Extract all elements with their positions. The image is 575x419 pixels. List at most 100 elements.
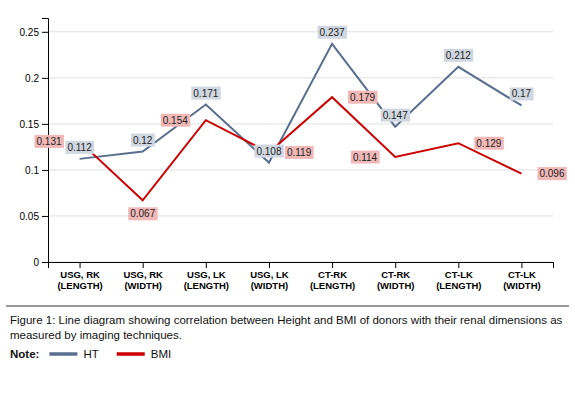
data-label-group: 0.067 <box>128 207 157 220</box>
y-tick-label: 0.15 <box>20 119 40 130</box>
data-label-group: 0.096 <box>537 167 566 180</box>
y-tick-mark <box>42 262 48 263</box>
y-tick: 0.15 <box>20 119 48 130</box>
legend: Note: HT BMI <box>10 348 171 360</box>
data-label: 0.129 <box>476 138 501 149</box>
grid <box>48 32 553 262</box>
data-label-group: 0.171 <box>191 87 220 100</box>
data-label: 0.171 <box>193 88 218 99</box>
data-label: 0.096 <box>539 168 564 179</box>
x-axis-line <box>49 263 554 269</box>
x-tick-label-line: CT-RK <box>318 269 347 280</box>
title-line: Figure 1: Line diagram showing correlati… <box>10 314 563 326</box>
data-label-bg <box>65 141 94 154</box>
y-tick-label: 0.2 <box>25 73 39 84</box>
x-tick-label-line: CT-LK <box>508 269 536 280</box>
x-tick-label-line: (WIDTH) <box>503 280 540 291</box>
x-tick: CT-RK(LENGTH) <box>310 262 355 291</box>
data-label-bg <box>254 145 283 158</box>
data-label-bg <box>537 167 566 180</box>
x-tick-label: CT-LK(WIDTH) <box>503 269 540 291</box>
x-tick-label: CT-RK(WIDTH) <box>377 269 414 291</box>
x-tick-label: USG, LK(LENGTH) <box>184 269 229 291</box>
chart: 00.050.10.150.20.25USG, RK(LENGTH)USG, R… <box>0 0 575 419</box>
data-label: 0.237 <box>320 27 345 38</box>
y-tick: 0.25 <box>20 27 48 38</box>
y-tick: 0.2 <box>25 73 48 84</box>
x-tick-label: USG, LK(WIDTH) <box>250 269 289 291</box>
x-tick-label-line: (LENGTH) <box>436 280 481 291</box>
data-label-bg <box>128 207 157 220</box>
data-label: 0.179 <box>350 92 375 103</box>
data-label-bg <box>191 87 220 100</box>
x-tick-label-line: (LENGTH) <box>57 280 102 291</box>
x-tick-label-line: USG, LK <box>187 269 226 280</box>
x-tick-mark <box>143 262 144 268</box>
x-tick-label-line: (LENGTH) <box>184 280 229 291</box>
data-label: 0.112 <box>67 142 92 153</box>
y-tick-label: 0.25 <box>20 27 40 38</box>
data-label: 0.154 <box>163 115 188 126</box>
x-tick-label-line: USG, LK <box>250 269 289 280</box>
x-tick-label-line: (WIDTH) <box>251 280 288 291</box>
y-tick-label: 0.1 <box>25 165 39 176</box>
data-label-group: 0.129 <box>474 137 503 150</box>
x-tick-label-line: USG, RK <box>60 269 100 280</box>
legend-label: BMI <box>151 348 171 360</box>
x-tick-label: CT-RK(LENGTH) <box>310 269 355 291</box>
plot: 00.050.10.150.20.25USG, RK(LENGTH)USG, R… <box>20 19 567 291</box>
x-tick-mark <box>521 262 522 268</box>
title-line: measured by imaging techniques. <box>10 329 182 341</box>
x-tick-label: USG, RK(WIDTH) <box>123 269 163 291</box>
data-label: 0.12 <box>133 135 153 146</box>
legend-swatch <box>117 352 145 356</box>
data-label: 0.212 <box>446 50 471 61</box>
legend-swatch <box>49 352 77 356</box>
data-label-bg <box>318 26 347 39</box>
data-label: 0.17 <box>512 88 532 99</box>
x-tick: USG, LK(WIDTH) <box>250 262 289 291</box>
y-tick-mark <box>42 32 48 33</box>
x-tick: CT-RK(WIDTH) <box>377 262 414 291</box>
x-tick-label-line: CT-LK <box>445 269 473 280</box>
x-tick: USG, RK(WIDTH) <box>123 262 163 291</box>
data-label-bg <box>285 146 314 159</box>
data-label-bg <box>351 151 380 164</box>
data-label-group: 0.131 <box>35 135 64 148</box>
data-label-group: 0.112 <box>65 141 94 154</box>
data-label: 0.119 <box>287 147 312 158</box>
data-label-group: 0.179 <box>348 91 377 104</box>
y-tick-label: 0 <box>33 257 39 268</box>
data-label-group: 0.119 <box>285 146 314 159</box>
y-tick: 0.05 <box>20 211 48 222</box>
y-tick-mark <box>42 124 48 125</box>
x-tick-label-line: CT-RK <box>381 269 410 280</box>
separator <box>6 306 569 307</box>
legend-label: HT <box>83 348 98 360</box>
x-tick: CT-LK(LENGTH) <box>436 262 481 291</box>
series-line <box>80 97 522 200</box>
x-tick-mark <box>206 262 207 268</box>
data-label-bg <box>381 109 410 122</box>
data-label-bg <box>348 91 377 104</box>
x-tick-mark <box>395 262 396 268</box>
data-label-group: 0.154 <box>161 114 190 127</box>
y-tick-mark <box>42 170 48 171</box>
data-labels: 0.1120.120.1710.1080.2370.1470.2120.170.… <box>35 26 567 221</box>
data-label-group: 0.114 <box>351 151 380 164</box>
x-tick-label: CT-LK(LENGTH) <box>436 269 481 291</box>
x-tick: USG, RK(LENGTH) <box>57 262 102 291</box>
x-tick-label-line: USG, RK <box>123 269 163 280</box>
x-tick-label: USG, RK(LENGTH) <box>57 269 102 291</box>
y-tick: 0 <box>33 257 48 268</box>
data-label-group: 0.237 <box>318 26 347 39</box>
data-label-bg <box>131 134 155 147</box>
title: Figure 1: Line diagram showing correlati… <box>10 314 563 341</box>
y-tick-label: 0.05 <box>20 211 40 222</box>
x-tick-label-line: (WIDTH) <box>377 280 414 291</box>
x-tick-mark <box>269 262 270 268</box>
data-label-group: 0.147 <box>381 109 410 122</box>
annotation: Note: <box>10 348 39 360</box>
x-tick: CT-LK(WIDTH) <box>503 262 540 291</box>
x-tick-label-line: (LENGTH) <box>310 280 355 291</box>
